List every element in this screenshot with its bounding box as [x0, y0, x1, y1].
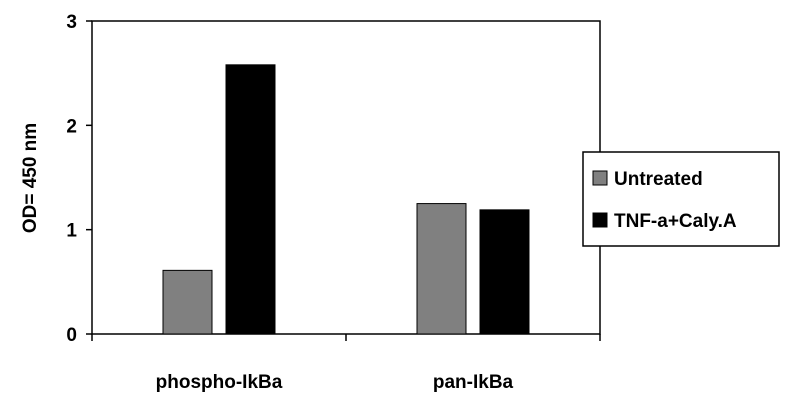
bar	[416, 203, 467, 335]
x-category-label: pan-IkBa	[433, 372, 514, 393]
legend: Untreated TNF-a+Caly.A	[582, 151, 780, 247]
bar	[162, 269, 213, 335]
legend-label: Untreated	[614, 169, 703, 190]
bar	[479, 209, 530, 335]
y-tick-label: 0	[66, 325, 77, 346]
bars	[162, 64, 530, 335]
x-category-label: phospho-IkBa	[156, 372, 283, 393]
y-tick-label: 1	[66, 221, 77, 242]
bar	[225, 64, 276, 335]
y-tick-label: 2	[66, 116, 77, 137]
y-axis-title: OD= 450 nm	[20, 123, 41, 233]
legend-swatch	[592, 170, 608, 186]
legend-label: TNF-a+Caly.A	[614, 211, 737, 232]
y-tick-label: 3	[66, 12, 77, 33]
y-axis-ticks: 0 1 2 3	[66, 12, 92, 346]
x-axis-ticks: phospho-IkBa pan-IkBa	[91, 334, 601, 393]
legend-swatch	[592, 212, 608, 228]
legend-box	[582, 151, 780, 247]
